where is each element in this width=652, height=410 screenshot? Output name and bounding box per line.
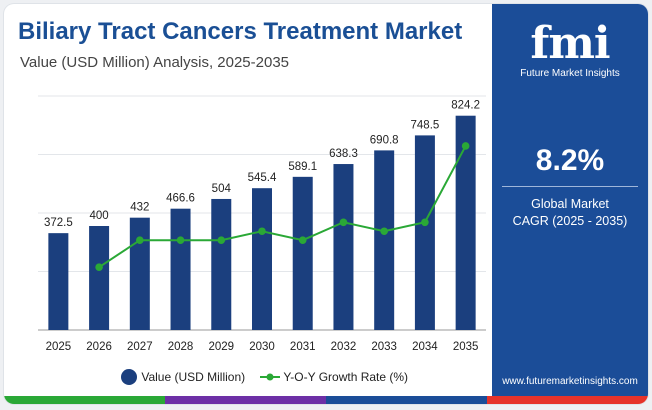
bar-2034 (414, 135, 435, 330)
x-tick-label: 2029 (208, 341, 234, 353)
chart-title: Biliary Tract Cancers Treatment Market (18, 18, 463, 45)
x-tick-label: 2030 (249, 341, 275, 353)
growth-point-2034 (421, 218, 429, 227)
legend-value-label: Value (USD Million) (141, 370, 246, 384)
brand-panel: fmi Future Market Insights 8.2% Global M… (492, 4, 648, 396)
bar-2033 (374, 150, 395, 330)
bar-2027 (129, 217, 150, 330)
bar-2025 (48, 233, 69, 330)
cagr-label-line2: CAGR (2025 - 2035) (512, 214, 628, 228)
x-tick-label: 2026 (86, 341, 112, 353)
growth-point-2031 (298, 236, 307, 245)
bar-value-label: 824.2 (451, 100, 480, 112)
bar-2030 (252, 188, 272, 330)
bar-2028 (170, 208, 191, 330)
growth-point-2035 (461, 142, 470, 150)
bar-value-label: 400 (89, 210, 108, 222)
bar-2031 (292, 176, 313, 330)
logo-name: Future Market Insights (520, 68, 620, 79)
cagr-divider (502, 186, 638, 187)
x-tick-label: 2034 (412, 341, 438, 353)
bar-2035 (455, 115, 476, 330)
x-tick-label: 2035 (453, 341, 479, 353)
cagr-label-line1: Global Market (531, 197, 609, 211)
bottom-accent-bar (4, 396, 648, 404)
legend-line-swatch (260, 373, 280, 381)
bottom-bar-segment (487, 396, 648, 404)
bar-2026 (89, 226, 110, 330)
bottom-bar-segment (326, 396, 487, 404)
x-tick-label: 2027 (127, 341, 153, 353)
x-tick-label: 2028 (168, 341, 194, 353)
growth-point-2026 (95, 263, 103, 271)
chart-card: Biliary Tract Cancers Treatment Market V… (4, 4, 648, 404)
growth-line (98, 145, 467, 268)
bar-value-label: 748.5 (411, 119, 440, 131)
bar-value-label: 372.5 (44, 217, 73, 229)
website-link[interactable]: www.futuremarketinsights.com (502, 376, 638, 387)
bar-value-label: 638.3 (329, 148, 358, 160)
growth-point-2029 (217, 236, 226, 245)
bar-2032 (333, 164, 354, 330)
growth-point-2032 (339, 218, 348, 227)
chart-plot: 372.5 2025 400 2026 432 2027 466.6 2028 504 2029 5… (38, 95, 486, 353)
bottom-bar-segment (4, 396, 165, 404)
chart-subtitle: Value (USD Million) Analysis, 2025-2035 (20, 54, 290, 71)
bar-2029 (211, 198, 232, 330)
bar-value-label: 589.1 (288, 161, 317, 173)
legend-value: Value (USD Million) (120, 368, 245, 386)
x-tick-label: 2031 (290, 341, 316, 353)
bar-value-label: 466.6 (166, 193, 195, 205)
bar-value-label: 504 (212, 183, 232, 195)
logo-mark: fmi (530, 18, 610, 69)
growth-point-2030 (258, 227, 266, 236)
fmi-logo: fmi Future Market Insights (492, 4, 648, 90)
x-tick-label: 2033 (371, 341, 397, 353)
bottom-bar-segment (165, 396, 326, 404)
bar-value-label: 545.4 (248, 172, 277, 184)
growth-point-2027 (136, 236, 144, 245)
cagr-label: Global Market CAGR (2025 - 2035) (492, 196, 648, 230)
legend-bar-swatch (121, 369, 137, 385)
x-tick-label: 2032 (331, 341, 357, 353)
legend-growth: Y-O-Y Growth Rate (%) (260, 368, 408, 386)
legend-growth-label: Y-O-Y Growth Rate (%) (283, 370, 409, 384)
cagr-value: 8.2% (535, 144, 605, 177)
bar-value-label: 432 (130, 202, 149, 214)
bar-value-label: 690.8 (370, 134, 399, 146)
growth-point-2028 (176, 236, 185, 245)
growth-point-2033 (380, 227, 388, 236)
x-tick-label: 2025 (46, 341, 72, 353)
